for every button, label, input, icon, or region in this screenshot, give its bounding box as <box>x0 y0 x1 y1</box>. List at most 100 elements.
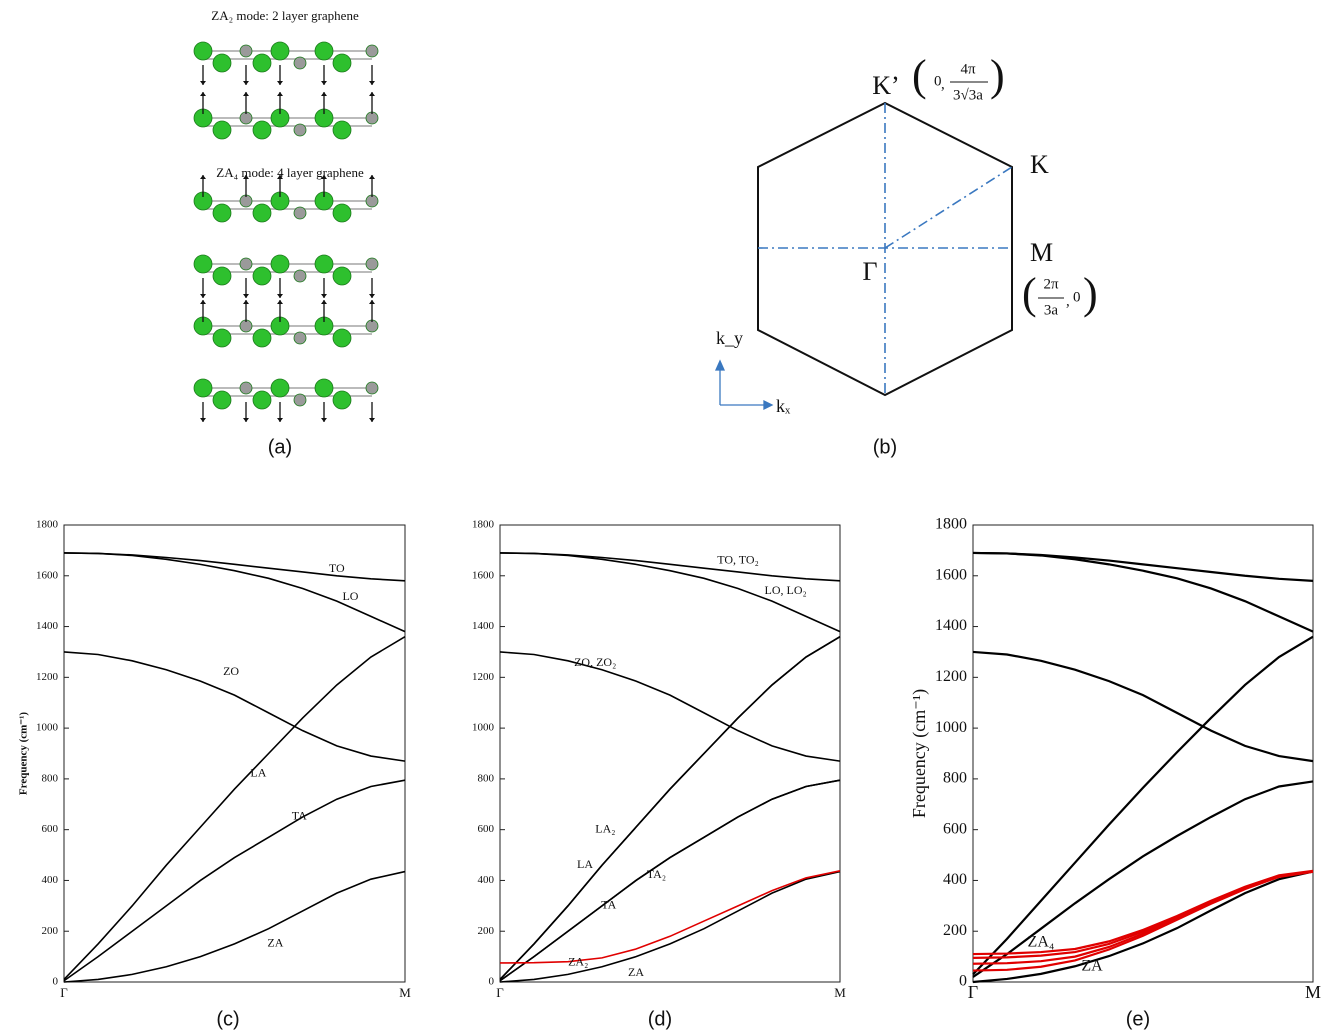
y-tick-label: 1200 <box>472 671 495 683</box>
chart: 020040060080010001200140016001800ΓM(d)TO… <box>472 519 846 1031</box>
y-axis-label: Frequency (cm⁻¹) <box>18 712 30 795</box>
caption: (b) <box>873 436 897 458</box>
y-tick-label: 800 <box>42 772 59 784</box>
mode-title: ZA₄ mode: 4 layer graphene <box>216 165 364 180</box>
x-tick-label: Γ <box>60 985 68 1000</box>
coord-den: 3a <box>1044 302 1059 318</box>
arrowhead <box>277 300 283 304</box>
arrowhead <box>200 294 206 298</box>
y-tick-label: 1600 <box>935 566 967 583</box>
svg-text:,: , <box>941 76 945 92</box>
atom <box>194 255 212 273</box>
coord-y: 0 <box>1073 289 1081 305</box>
y-tick-label: 600 <box>943 820 967 837</box>
curve-label: ZA <box>267 936 283 950</box>
y-tick-label: 600 <box>478 823 495 835</box>
atom <box>333 54 351 72</box>
curve <box>500 652 840 761</box>
caption: (a) <box>268 436 292 458</box>
curve-label: ZO, ZO₂ <box>574 655 616 669</box>
curve-label: TA <box>601 898 616 912</box>
curve-label: LO, LO₂ <box>765 583 807 597</box>
atom <box>213 121 231 139</box>
atom <box>253 54 271 72</box>
curve-label: TO <box>329 561 345 575</box>
atom <box>253 329 271 347</box>
y-tick-label: 1400 <box>935 617 967 634</box>
y-tick-label: 1600 <box>36 569 59 581</box>
axis-name: kₓ <box>776 396 791 416</box>
curve <box>500 780 840 981</box>
atom <box>294 57 306 69</box>
atom <box>366 382 378 394</box>
mode-title: ZA₂ mode: 2 layer graphene <box>211 8 359 23</box>
curve-label: ZA₂ <box>568 955 588 969</box>
coord-num: 2π <box>1043 276 1059 292</box>
atom <box>333 267 351 285</box>
y-tick-label: 1800 <box>472 519 495 531</box>
atom <box>294 270 306 282</box>
arrowhead <box>321 418 327 422</box>
atom <box>294 124 306 136</box>
atom <box>253 391 271 409</box>
curve <box>64 637 405 980</box>
atom <box>213 54 231 72</box>
arrowhead <box>200 81 206 85</box>
y-tick-label: 1600 <box>472 569 495 581</box>
x-tick-label: M <box>399 985 411 1000</box>
curve <box>64 553 405 581</box>
point-label: M <box>1030 238 1053 267</box>
curve-label: ZA <box>1081 957 1103 974</box>
curve <box>973 652 1313 761</box>
y-tick-label: 600 <box>42 823 59 835</box>
curve-label: ZO <box>223 664 239 678</box>
plot-frame <box>973 525 1313 982</box>
arrowhead <box>277 294 283 298</box>
curve-label: LA₂ <box>595 821 615 835</box>
curve <box>500 871 840 963</box>
curve-label: LA <box>250 766 266 780</box>
curve-label: LA <box>577 857 593 871</box>
y-tick-label: 800 <box>478 772 495 784</box>
y-tick-label: 0 <box>53 976 59 988</box>
x-tick-label: Γ <box>968 982 978 1002</box>
atom <box>213 329 231 347</box>
arrowhead <box>369 175 375 179</box>
point-label: K’ <box>872 71 899 100</box>
atom <box>253 121 271 139</box>
atom <box>213 267 231 285</box>
curve <box>500 872 840 982</box>
y-tick-label: 400 <box>42 874 59 886</box>
y-tick-label: 1000 <box>935 719 967 736</box>
atom <box>240 382 252 394</box>
curve <box>500 780 840 981</box>
atom <box>333 204 351 222</box>
curve <box>973 872 1313 982</box>
y-tick-label: 200 <box>42 925 59 937</box>
atom <box>333 121 351 139</box>
arrowhead <box>369 300 375 304</box>
paren: ) <box>990 51 1005 100</box>
y-tick-label: 0 <box>959 973 967 990</box>
coord-den: 3√3a <box>953 87 983 103</box>
arrowhead <box>369 294 375 298</box>
arrowhead <box>369 81 375 85</box>
chart: 020040060080010001200140016001800ΓMFrequ… <box>909 516 1321 1031</box>
caption: (d) <box>648 1008 672 1030</box>
arrowhead <box>200 92 206 96</box>
arrowhead <box>321 92 327 96</box>
atom <box>253 204 271 222</box>
y-tick-label: 0 <box>489 976 495 988</box>
y-tick-label: 200 <box>943 922 967 939</box>
arrowhead <box>200 175 206 179</box>
atom <box>294 394 306 406</box>
atom <box>240 45 252 57</box>
curve <box>500 637 840 980</box>
coord-num: 4π <box>960 61 976 77</box>
arrowhead <box>200 300 206 304</box>
panel-b: K’ K M Γ ( 0 , 4π 3√3a ) ( 2π 3a , 0 ) k… <box>716 51 1098 458</box>
y-axis-label: Frequency (cm⁻¹) <box>909 689 930 818</box>
x-tick-label: M <box>834 985 846 1000</box>
curve-label: ZA₄ <box>1028 933 1055 950</box>
y-tick-label: 1200 <box>935 668 967 685</box>
